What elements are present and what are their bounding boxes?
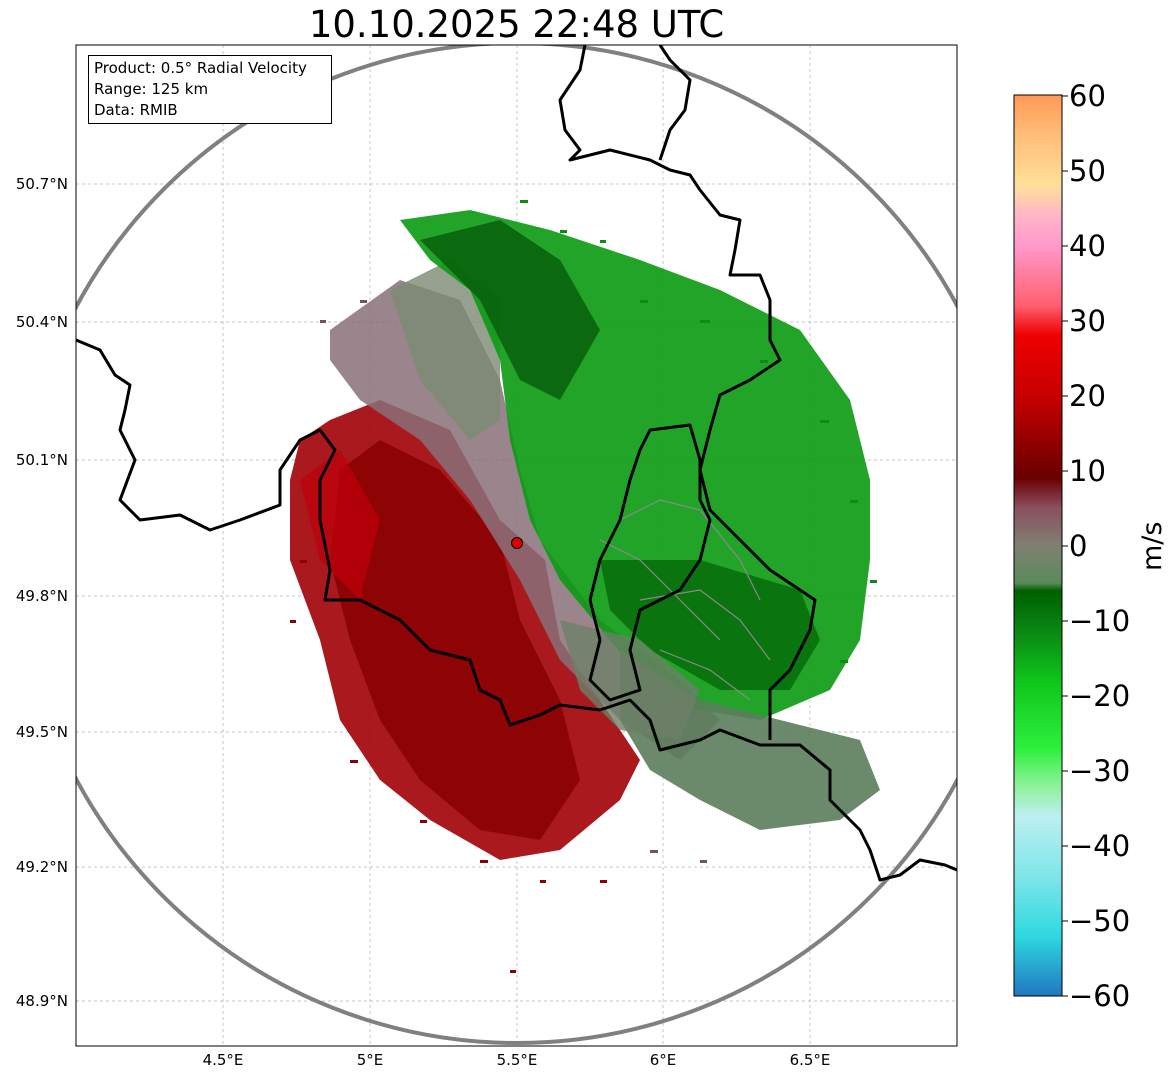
lat-tick-label: 49.5°N bbox=[15, 723, 68, 741]
lon-tick-label: 4.5°E bbox=[202, 1051, 244, 1069]
radar-site-marker bbox=[511, 537, 523, 549]
lat-tick-label: 50.4°N bbox=[15, 313, 68, 331]
colorbar-tick-label: −30 bbox=[1069, 754, 1131, 788]
info-range: Range: 125 km bbox=[94, 80, 209, 98]
lat-tick-label: 49.8°N bbox=[15, 587, 68, 605]
colorbar-tick-label: −20 bbox=[1069, 679, 1131, 713]
colorbar-tick-label: 50 bbox=[1069, 154, 1106, 188]
colorbar-ticks bbox=[1062, 95, 1068, 997]
map-title: 10.10.2025 22:48 UTC bbox=[308, 3, 725, 46]
info-data-source: Data: RMIB bbox=[94, 101, 178, 119]
lat-tick-label: 49.2°N bbox=[15, 858, 68, 876]
lat-tick-label: 50.7°N bbox=[15, 175, 68, 193]
info-box: Product: 0.5° Radial Velocity Range: 125… bbox=[88, 55, 332, 124]
lon-tick-label: 5.5°E bbox=[496, 1051, 538, 1069]
colorbar bbox=[1013, 94, 1068, 997]
colorbar-tick-label: 20 bbox=[1069, 379, 1106, 413]
plot-frame bbox=[75, 44, 958, 1047]
lat-tick-label: 48.9°N bbox=[15, 992, 68, 1010]
colorbar-tick-label: 60 bbox=[1069, 79, 1106, 113]
info-product: Product: 0.5° Radial Velocity bbox=[94, 59, 307, 77]
colorbar-tick-label: 0 bbox=[1069, 529, 1088, 563]
country-borders bbox=[76, 45, 957, 882]
colorbar-tick-label: 40 bbox=[1069, 229, 1106, 263]
colorbar-gradient-bar bbox=[1014, 95, 1062, 996]
lon-tick-label: 6.5°E bbox=[789, 1051, 831, 1069]
colorbar-tick-label: −10 bbox=[1069, 604, 1131, 638]
colorbar-tick-label: −50 bbox=[1069, 904, 1131, 938]
colorbar-unit-label: m/s bbox=[1137, 521, 1168, 571]
colorbar-tick-label: −40 bbox=[1069, 829, 1131, 863]
lat-tick-label: 50.1°N bbox=[15, 451, 68, 469]
lon-tick-label: 6°E bbox=[649, 1051, 677, 1069]
colorbar-tick-label: −60 bbox=[1069, 979, 1131, 1013]
lon-tick-label: 5°E bbox=[356, 1051, 384, 1069]
colorbar-tick-label: 10 bbox=[1069, 454, 1106, 488]
velocity-field bbox=[290, 200, 880, 973]
radar-range-ring bbox=[76, 45, 957, 1045]
colorbar-tick-label: 30 bbox=[1069, 304, 1106, 338]
